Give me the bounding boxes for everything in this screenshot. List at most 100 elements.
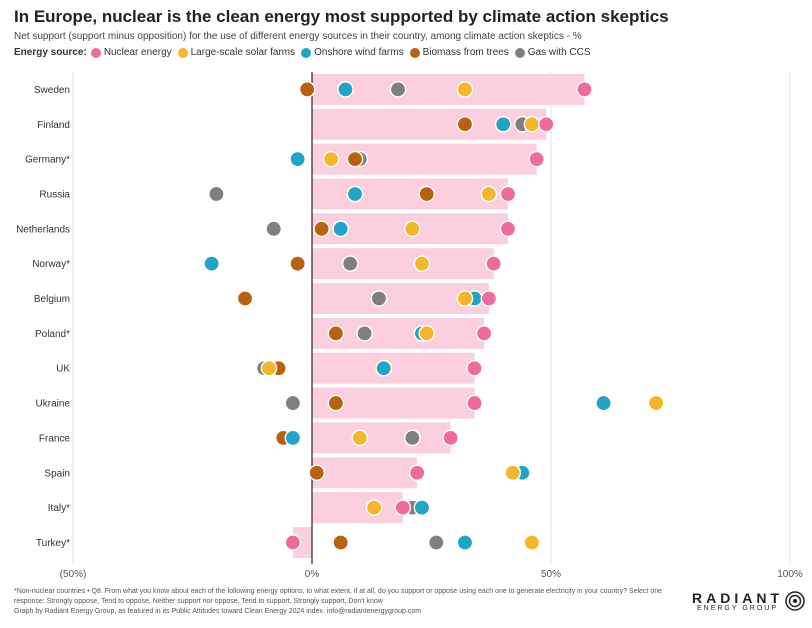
dot-gas-with-ccs [208, 185, 225, 203]
bar-germany [312, 143, 537, 175]
dot-biomass-from-trees [327, 394, 345, 412]
dot-onshore-wind-farms [332, 220, 349, 238]
dot-plot-chart: Sweden Finland Germany* Russia Netherlands No… [16, 72, 803, 580]
dot-onshore-wind-farms [595, 394, 612, 412]
dot-large-scale-solar-farms [647, 394, 665, 412]
bar-spain [312, 457, 418, 489]
dot-nuclear-energy [466, 394, 483, 412]
dot-large-scale-solar-farms [413, 255, 431, 272]
dot-gas-with-ccs [284, 394, 302, 412]
legend-text-solar: Large-scale solar farms [190, 47, 296, 58]
dot-gas-with-ccs [404, 429, 421, 447]
brand-sub: ENERGY GROUP [696, 605, 779, 612]
dot-nuclear-energy [394, 499, 412, 516]
category-label: UK [56, 364, 70, 375]
bar-uk [312, 352, 475, 384]
dot-nuclear-energy [576, 81, 593, 98]
category-label: Poland* [35, 329, 70, 340]
category-label: Russia [39, 189, 70, 200]
category-label: Ukraine [36, 399, 71, 410]
dot-biomass-from-trees [236, 290, 254, 307]
x-tick-label: 50% [541, 569, 561, 580]
dot-gas-with-ccs [427, 534, 445, 551]
legend-text-gas: Gas with CCS [527, 47, 591, 58]
legend-label: Energy source: [14, 47, 87, 58]
dot-biomass-from-trees [289, 255, 306, 272]
footnote-line-3: Graph by Radiant Energy Group, as featur… [14, 608, 422, 615]
footnote-line-2: response: Strongly oppose, Tend to oppos… [14, 598, 383, 605]
dot-onshore-wind-farms [494, 115, 512, 133]
dot-biomass-from-trees [313, 220, 330, 238]
dot-nuclear-energy [442, 429, 459, 447]
bar-russia [312, 178, 508, 210]
bar-france [312, 422, 451, 454]
dot-large-scale-solar-farms [480, 185, 498, 203]
dot-large-scale-solar-farms [404, 220, 421, 238]
dot-gas-with-ccs [370, 290, 388, 307]
dot-biomass-from-trees [298, 81, 316, 98]
dot-nuclear-energy [499, 185, 517, 203]
dot-gas-with-ccs [389, 81, 407, 98]
chart-subtitle: Net support (support minus opposition) f… [14, 31, 582, 42]
dot-biomass-from-trees [332, 534, 349, 551]
dot-large-scale-solar-farms [365, 499, 383, 516]
dot-onshore-wind-farms [203, 255, 220, 272]
category-label: Sweden [34, 85, 70, 96]
dot-nuclear-energy [408, 464, 426, 482]
dot-large-scale-solar-farms [523, 534, 541, 551]
category-label: Netherlands [16, 224, 70, 235]
dot-gas-with-ccs [265, 220, 283, 238]
bar-norway [312, 248, 494, 280]
dot-large-scale-solar-farms [351, 429, 369, 447]
footnote-line-1: *Non-nuclear countries • Q8. From what y… [14, 588, 662, 595]
dot-nuclear-energy [284, 534, 302, 551]
dot-nuclear-energy [528, 150, 545, 168]
legend-swatch-solar [177, 47, 188, 58]
dot-onshore-wind-farms [375, 359, 393, 377]
legend-swatch-biomass [409, 47, 420, 58]
dot-biomass-from-trees [418, 185, 436, 203]
legend-item-gas: Gas with CCS [514, 47, 591, 58]
dot-nuclear-energy [475, 325, 493, 342]
brand-logo: RADIANT ENERGY GROUP [692, 590, 805, 612]
dot-gas-with-ccs [341, 255, 359, 272]
dot-large-scale-solar-farms [418, 325, 436, 342]
x-tick-label: 0% [305, 569, 320, 580]
dot-large-scale-solar-farms [523, 115, 541, 133]
dot-biomass-from-trees [346, 150, 364, 168]
footnote: *Non-nuclear countries • Q8. From what y… [14, 587, 704, 617]
dot-onshore-wind-farms [337, 81, 354, 98]
category-label: Italy* [48, 503, 70, 514]
dot-large-scale-solar-farms [456, 290, 474, 307]
dot-nuclear-energy [480, 290, 498, 307]
legend-swatch-gas [514, 47, 525, 58]
dot-large-scale-solar-farms [322, 150, 340, 168]
chart-title: In Europe, nuclear is the clean energy m… [14, 7, 669, 26]
dot-large-scale-solar-farms [504, 464, 522, 482]
dot-onshore-wind-farms [289, 150, 306, 168]
category-label: France [39, 433, 71, 444]
dot-onshore-wind-farms [456, 534, 474, 551]
bar-sweden [312, 73, 585, 105]
x-tick-label: (50%) [60, 569, 87, 580]
legend-item-biomass: Biomass from trees [409, 47, 509, 58]
dot-biomass-from-trees [456, 115, 474, 133]
legend-text-wind: Onshore wind farms [314, 47, 404, 58]
dot-nuclear-energy [485, 255, 502, 272]
category-label: Germany* [25, 155, 70, 166]
category-label: Finland [37, 120, 70, 131]
dot-onshore-wind-farms [413, 499, 431, 516]
brand-mark-icon [785, 591, 805, 611]
legend-text-nuclear: Nuclear energy [103, 47, 172, 58]
dot-biomass-from-trees [327, 325, 345, 342]
dot-biomass-from-trees [308, 464, 326, 482]
legend-item-solar: Large-scale solar farms [177, 47, 296, 58]
legend-text-biomass: Biomass from trees [422, 47, 509, 58]
bar-italy [312, 492, 403, 524]
legend-swatch-wind [301, 47, 312, 58]
category-label: Norway* [32, 259, 70, 270]
category-label: Turkey* [36, 538, 70, 549]
dot-nuclear-energy [537, 115, 555, 133]
dot-onshore-wind-farms [346, 185, 364, 203]
dot-large-scale-solar-farms [456, 81, 474, 98]
